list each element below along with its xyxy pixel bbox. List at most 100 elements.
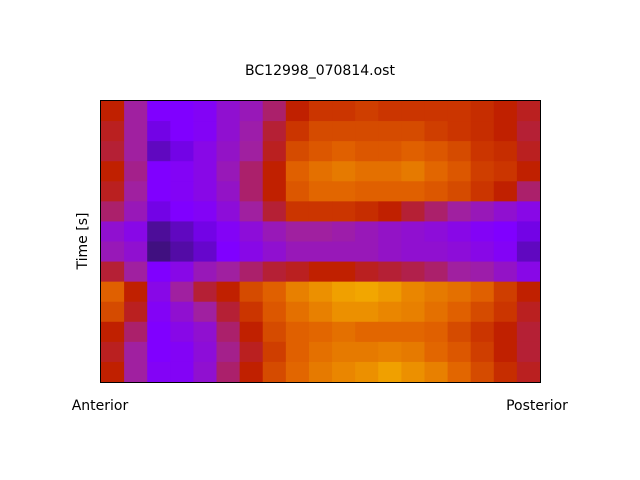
heatmap-cell bbox=[285, 341, 310, 363]
heatmap-cell bbox=[239, 201, 264, 222]
heatmap-cell bbox=[447, 141, 472, 162]
heatmap-cell bbox=[401, 301, 425, 323]
heatmap-cell bbox=[170, 201, 194, 222]
heatmap-cell bbox=[378, 141, 402, 162]
heatmap-cell bbox=[424, 361, 449, 383]
heatmap-cell bbox=[470, 361, 495, 383]
heatmap-cell bbox=[170, 181, 194, 202]
heatmap-cell bbox=[355, 281, 379, 303]
heatmap-cell bbox=[170, 261, 194, 283]
heatmap-cell bbox=[401, 201, 425, 222]
heatmap-cell bbox=[447, 241, 472, 263]
heatmap-cell bbox=[378, 241, 402, 263]
heatmap-cell bbox=[332, 201, 356, 222]
heatmap-cell bbox=[193, 341, 218, 363]
heatmap-cell bbox=[147, 221, 171, 242]
heatmap-cell bbox=[470, 121, 495, 142]
heatmap-cell bbox=[355, 361, 379, 383]
heatmap-cell bbox=[101, 361, 125, 383]
heatmap-cell bbox=[193, 261, 218, 283]
heatmap-cell bbox=[424, 141, 449, 162]
heatmap-cell bbox=[170, 101, 194, 122]
heatmap-cell bbox=[470, 241, 495, 263]
heatmap-cell bbox=[170, 301, 194, 323]
heatmap-cell bbox=[470, 341, 495, 363]
heatmap-cell bbox=[285, 261, 310, 283]
heatmap-cell bbox=[216, 301, 241, 323]
heatmap-cell bbox=[193, 201, 218, 222]
heatmap-cell bbox=[355, 121, 379, 142]
heatmap-cell bbox=[262, 321, 287, 343]
heatmap-cell bbox=[516, 341, 541, 363]
heatmap-cell bbox=[170, 281, 194, 303]
heatmap-cell bbox=[493, 181, 518, 202]
heatmap-cell bbox=[424, 121, 449, 142]
heatmap-cell bbox=[378, 121, 402, 142]
heatmap-cell bbox=[447, 221, 472, 242]
heatmap-cell bbox=[493, 101, 518, 122]
heatmap-cell bbox=[424, 261, 449, 283]
heatmap-cell bbox=[285, 321, 310, 343]
heatmap-cell bbox=[101, 141, 125, 162]
heatmap-cell bbox=[170, 361, 194, 383]
heatmap-cell bbox=[424, 281, 449, 303]
heatmap-cell bbox=[424, 221, 449, 242]
heatmap-cell bbox=[147, 121, 171, 142]
heatmap-cell bbox=[516, 261, 541, 283]
heatmap-cell bbox=[447, 321, 472, 343]
heatmap-cell bbox=[285, 161, 310, 182]
heatmap-cell bbox=[262, 261, 287, 283]
heatmap-cell bbox=[401, 121, 425, 142]
heatmap-cell bbox=[493, 221, 518, 242]
heatmap-cell bbox=[262, 201, 287, 222]
heatmap-cell bbox=[216, 201, 241, 222]
heatmap-cell bbox=[447, 161, 472, 182]
heatmap-cell bbox=[193, 161, 218, 182]
heatmap-cell bbox=[493, 301, 518, 323]
heatmap-cell bbox=[193, 321, 218, 343]
heatmap-cell bbox=[147, 161, 171, 182]
heatmap-cell bbox=[401, 341, 425, 363]
heatmap-cell bbox=[285, 281, 310, 303]
heatmap-cell bbox=[124, 261, 148, 283]
heatmap-cell bbox=[447, 261, 472, 283]
heatmap-cell bbox=[424, 341, 449, 363]
heatmap-cell bbox=[193, 101, 218, 122]
heatmap-cell bbox=[262, 221, 287, 242]
heatmap-cell bbox=[470, 321, 495, 343]
heatmap-cell bbox=[216, 281, 241, 303]
heatmap-cell bbox=[470, 201, 495, 222]
heatmap-cell bbox=[239, 181, 264, 202]
heatmap-cell bbox=[170, 321, 194, 343]
heatmap-cell bbox=[124, 301, 148, 323]
heatmap-cell bbox=[470, 261, 495, 283]
heatmap-cell bbox=[378, 361, 402, 383]
heatmap-cell bbox=[124, 201, 148, 222]
heatmap-cell bbox=[193, 221, 218, 242]
heatmap-cell bbox=[424, 161, 449, 182]
heatmap-cell bbox=[470, 101, 495, 122]
heatmap-cell bbox=[285, 201, 310, 222]
heatmap-cell bbox=[308, 141, 333, 162]
heatmap-cell bbox=[516, 321, 541, 343]
heatmap-cell bbox=[239, 341, 264, 363]
heatmap-cell bbox=[285, 221, 310, 242]
heatmap-cell bbox=[170, 341, 194, 363]
heatmap-cell bbox=[101, 161, 125, 182]
heatmap-cell bbox=[124, 181, 148, 202]
heatmap-cell bbox=[401, 281, 425, 303]
heatmap-cell bbox=[216, 241, 241, 263]
heatmap-cell bbox=[147, 201, 171, 222]
heatmap-cell bbox=[239, 301, 264, 323]
heatmap-cell bbox=[101, 321, 125, 343]
heatmap-cell bbox=[355, 321, 379, 343]
heatmap-cell bbox=[216, 141, 241, 162]
heatmap-cell bbox=[332, 221, 356, 242]
heatmap-cell bbox=[308, 101, 333, 122]
heatmap bbox=[101, 101, 541, 383]
heatmap-cell bbox=[447, 361, 472, 383]
heatmap-cell bbox=[285, 361, 310, 383]
heatmap-cell bbox=[216, 101, 241, 122]
heatmap-cell bbox=[147, 361, 171, 383]
